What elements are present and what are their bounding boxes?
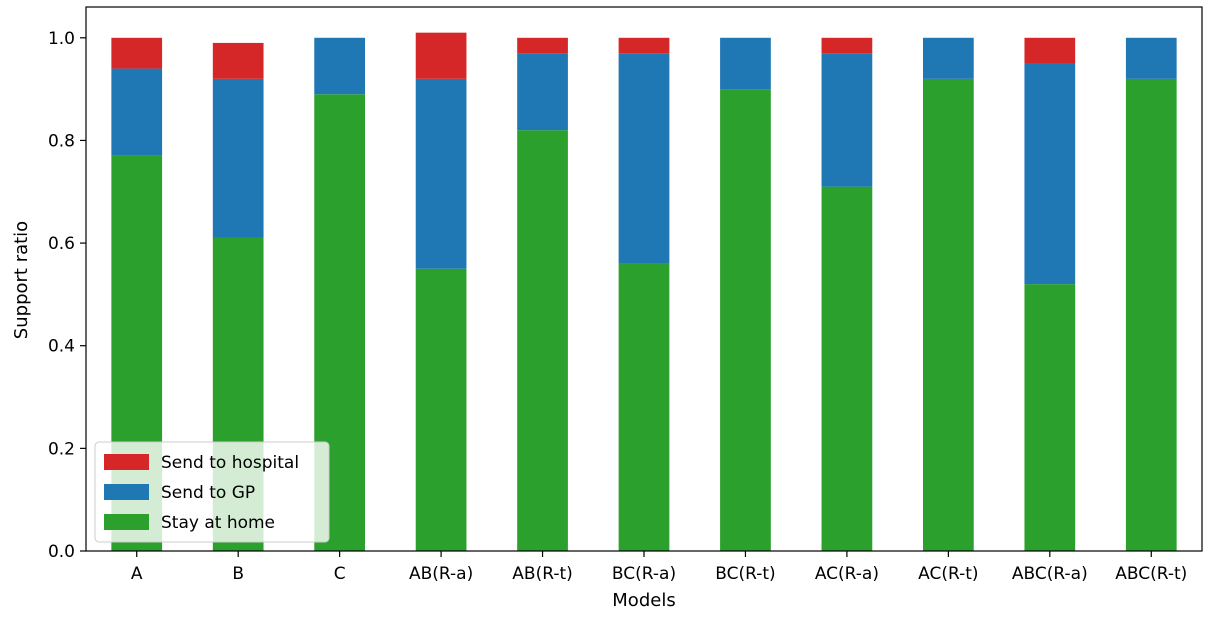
bar-send-to-gp [212, 78, 264, 238]
x-tick-label: ABC(R-a) [1012, 564, 1088, 584]
bar-send-to-hospital [1024, 37, 1076, 64]
bar-stay-at-home [923, 78, 974, 551]
bar-send-to-gp [923, 37, 974, 79]
bar-send-to-hospital [212, 42, 264, 79]
legend-label-stay-at-home: Stay at home [161, 513, 275, 533]
y-axis-label: Support ratio [11, 221, 32, 339]
legend-label-send-to-gp: Send to GP [161, 483, 255, 503]
bar-send-to-gp [415, 78, 467, 269]
y-tick-label: 0.6 [48, 234, 75, 254]
bar-send-to-gp [1024, 63, 1076, 285]
axes-group: 0.0 0.2 0.4 0.6 0.8 1.0 A B C AB(R-a) AB(R-t) BC(R-… [48, 6, 1203, 584]
bar-send-to-gp [618, 53, 670, 264]
x-axis-label: Models [612, 590, 675, 611]
y-tick-label: 1.0 [48, 29, 75, 49]
bar-send-to-hospital [111, 37, 163, 69]
bar-stay-at-home [821, 186, 873, 552]
legend: Send to hospital Send to GP Stay at home [94, 441, 330, 543]
bars-group [111, 32, 1177, 552]
legend-swatch-stay-at-home [104, 514, 149, 530]
x-tick-label: BC(R-t) [715, 564, 775, 584]
bar-send-to-gp [720, 37, 771, 90]
bar-send-to-gp [1125, 37, 1177, 79]
bar-stay-at-home [720, 89, 771, 551]
x-tick-label: AC(R-a) [815, 564, 879, 584]
legend-box [94, 441, 330, 543]
x-tick-label: AB(R-a) [409, 564, 473, 584]
bar-send-to-hospital [618, 37, 670, 54]
y-tick-label: 0.8 [48, 131, 75, 151]
bar-send-to-hospital [821, 37, 873, 54]
bar-send-to-gp [111, 68, 163, 156]
bar-send-to-hospital [517, 37, 568, 54]
x-tick-label: B [232, 564, 244, 584]
legend-swatch-send-to-hospital [104, 454, 149, 470]
bar-send-to-gp [314, 37, 365, 95]
y-tick-label: 0.2 [48, 439, 75, 459]
bar-send-to-hospital [415, 32, 467, 79]
bar-send-to-gp [821, 53, 873, 187]
x-tick-label: AB(R-t) [512, 564, 572, 584]
bar-stay-at-home [1125, 78, 1177, 551]
legend-label-send-to-hospital: Send to hospital [161, 453, 299, 473]
y-tick-label: 0.0 [48, 542, 75, 562]
bar-stay-at-home [517, 130, 568, 552]
x-tick-label: AC(R-t) [918, 564, 978, 584]
x-tick-label: A [131, 564, 143, 584]
x-tick-label: BC(R-a) [612, 564, 676, 584]
x-tick-label: ABC(R-t) [1115, 564, 1187, 584]
bar-send-to-gp [517, 53, 568, 131]
x-tick-label: C [334, 564, 346, 584]
y-tick-label: 0.4 [48, 337, 75, 357]
bar-stay-at-home [618, 263, 670, 551]
legend-swatch-send-to-gp [104, 484, 149, 500]
bar-stay-at-home [1024, 284, 1076, 551]
bar-stay-at-home [415, 268, 467, 551]
